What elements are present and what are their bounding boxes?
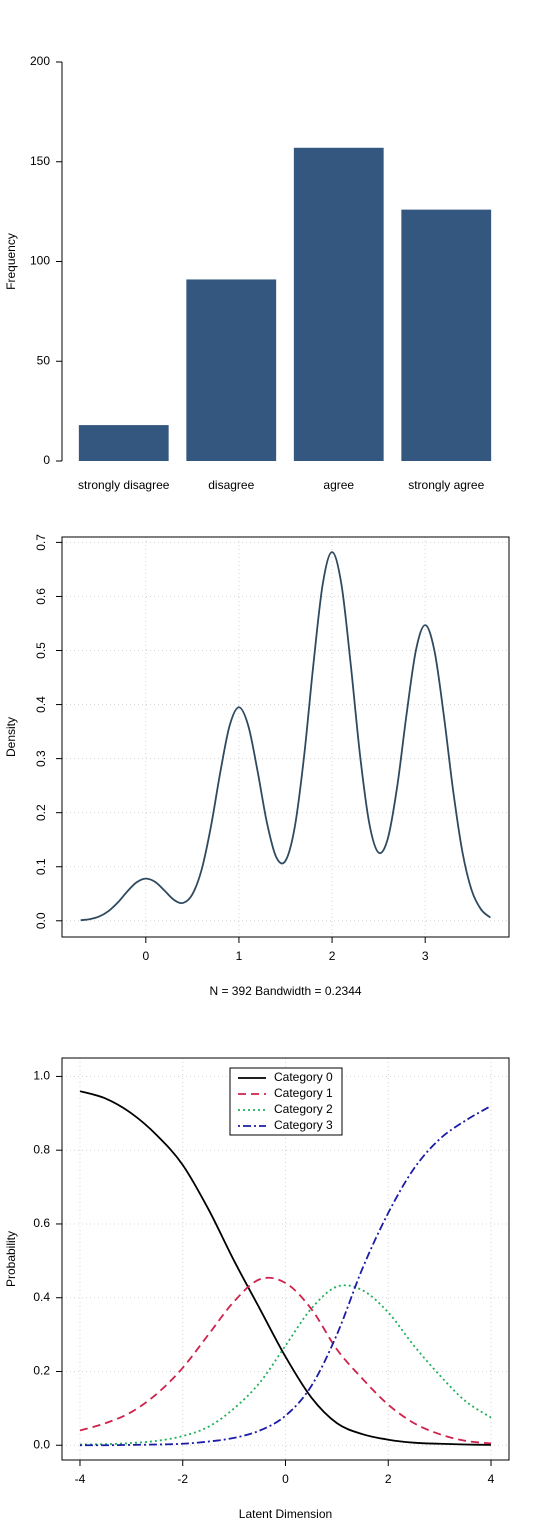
y-tick-label: 0.1: [34, 858, 48, 875]
y-tick-label: 200: [30, 54, 50, 68]
x-tick-label: 1: [236, 949, 243, 963]
x-tick-label: -4: [75, 1472, 86, 1486]
bar: [78, 425, 169, 461]
y-tick-label: 0.2: [33, 1364, 50, 1378]
y-tick-label: 0.4: [34, 696, 48, 713]
y-tick-label: 0.6: [34, 588, 48, 605]
bar: [401, 209, 492, 461]
x-axis-label: N = 392 Bandwidth = 0.2344: [209, 984, 361, 998]
legend-label: Category 1: [274, 1086, 333, 1100]
bar: [186, 279, 277, 461]
x-tick-label: 3: [422, 949, 429, 963]
y-tick-label: 1.0: [33, 1069, 50, 1083]
line: [79, 1105, 492, 1447]
x-axis-label: Latent Dimension: [239, 1507, 332, 1521]
x-tick-label: -2: [177, 1472, 188, 1486]
x-tick-label: agree: [323, 478, 354, 492]
x-tick-label: 0: [282, 1472, 289, 1486]
bar: [293, 147, 384, 461]
legend-label: Category 3: [274, 1118, 333, 1132]
legend-label: Category 0: [274, 1070, 333, 1084]
x-tick-label: 4: [488, 1472, 495, 1486]
y-tick-label: 0: [43, 453, 50, 467]
y-tick-label: 50: [37, 353, 51, 367]
y-tick-label: 0.0: [33, 1437, 50, 1451]
y-axis-label: Frequency: [4, 233, 18, 290]
y-tick-label: 0.4: [33, 1290, 50, 1304]
x-tick-label: disagree: [208, 478, 254, 492]
y-tick-label: 0.5: [34, 642, 48, 659]
y-axis-label: Density: [4, 717, 18, 757]
x-tick-label: 2: [329, 949, 336, 963]
line: [79, 1284, 492, 1446]
y-tick-label: 0.3: [34, 750, 48, 767]
y-tick-label: 150: [30, 154, 50, 168]
y-tick-label: 0.7: [34, 534, 48, 551]
line: [80, 551, 491, 922]
y-tick-label: 0.2: [34, 804, 48, 821]
y-axis-label: Probability: [4, 1231, 18, 1287]
y-tick-label: 0.6: [33, 1216, 50, 1230]
x-tick-label: 0: [142, 949, 149, 963]
y-tick-label: 0.8: [33, 1142, 50, 1156]
legend-box: [229, 1067, 343, 1136]
x-tick-label: strongly agree: [408, 478, 484, 492]
line: [79, 1276, 492, 1445]
x-tick-label: 2: [385, 1472, 392, 1486]
legend-label: Category 2: [274, 1102, 333, 1116]
line: [79, 1090, 492, 1446]
y-tick-label: 100: [30, 254, 50, 268]
y-tick-label: 0.0: [34, 912, 48, 929]
x-tick-label: strongly disagree: [78, 478, 170, 492]
plot-box: [61, 536, 510, 938]
